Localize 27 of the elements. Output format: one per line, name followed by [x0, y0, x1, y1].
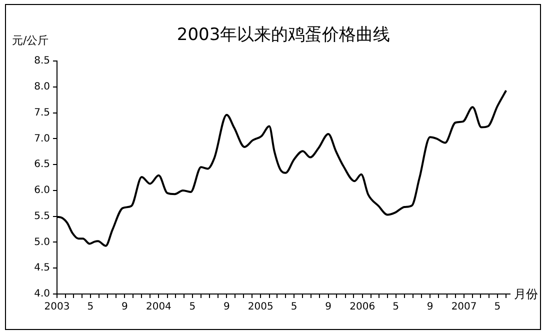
x-tick-label: 9 [122, 302, 128, 313]
y-tick-label: 6.0 [34, 185, 50, 196]
y-tick-label: 7.5 [34, 107, 50, 118]
x-tick-label: 2006 [350, 302, 376, 313]
y-tick-label: 5.0 [34, 236, 50, 248]
x-tick-label: 2005 [248, 302, 274, 313]
x-tick-label: 2007 [451, 302, 477, 313]
x-tick-label: 5 [392, 302, 399, 313]
x-tick-label: 5 [290, 302, 298, 313]
y-tick-label: 7.0 [34, 133, 50, 144]
x-tick-label: 5 [189, 302, 196, 313]
chart-title: 2003年以来的鸡蛋价格曲线 [176, 25, 390, 45]
x-tick-label: 2003 [44, 302, 70, 313]
y-tick-label: 8.5 [34, 56, 50, 67]
y-axis-title: 元/公斤 [12, 34, 49, 47]
y-tick-label: 8.0 [34, 81, 50, 92]
x-tick-label: 9 [426, 302, 434, 313]
x-tick-label: 9 [325, 302, 332, 313]
x-tick-label: 5 [87, 302, 94, 313]
x-tick-label: 2004 [146, 302, 172, 313]
x-tick-label: 5 [494, 302, 501, 313]
y-tick-label: 6.5 [34, 159, 50, 170]
x-axis-title: 月份 [514, 287, 538, 301]
y-tick-label: 4.5 [34, 262, 50, 274]
x-tick-label: 9 [223, 302, 230, 313]
y-tick-label: 5.5 [34, 210, 50, 222]
y-tick-label: 4.0 [34, 288, 50, 300]
